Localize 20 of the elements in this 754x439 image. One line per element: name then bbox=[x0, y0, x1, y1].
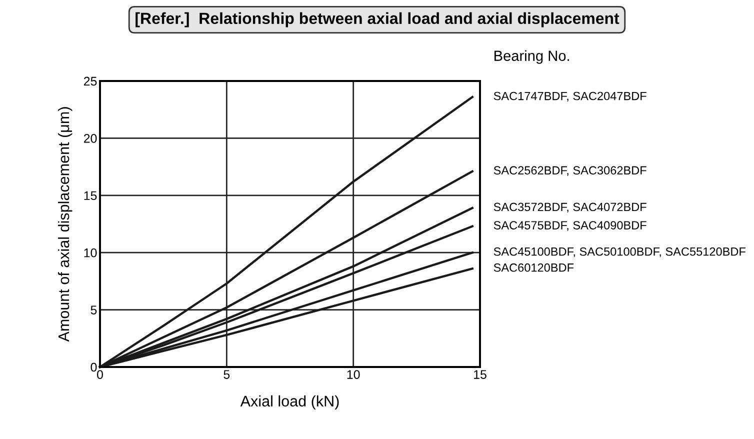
series-label: SAC60120BDF bbox=[494, 263, 574, 272]
series-label: SAC1747BDF, SAC2047BDF bbox=[494, 92, 646, 102]
series-label: SAC2562BDF, SAC3062BDF bbox=[494, 166, 646, 176]
x-axis-title: Axial load (kN) bbox=[240, 395, 339, 410]
y-tick-label: 10 bbox=[84, 248, 97, 258]
y-tick-label: 15 bbox=[84, 191, 97, 200]
y-tick-label: 5 bbox=[90, 306, 97, 314]
x-tick-label: 5 bbox=[224, 370, 230, 379]
y-tick-label: 0 bbox=[90, 362, 97, 372]
series-label: SAC4575BDF, SAC4090BDF bbox=[494, 221, 646, 231]
chart-title: [Refer.] Relationship between axial load and axial displacement bbox=[136, 12, 620, 28]
series-label: SAC3572BDF, SAC4072BDF bbox=[494, 202, 646, 213]
y-tick-label: 25 bbox=[84, 76, 97, 86]
legend-title: Bearing No. bbox=[494, 50, 569, 64]
y-tick-label: 20 bbox=[84, 134, 97, 143]
series-label: SAC45100BDF, SAC50100BDF, SAC55120BDF bbox=[494, 247, 746, 258]
x-tick-label: 15 bbox=[474, 370, 486, 379]
x-tick-label: 10 bbox=[347, 370, 360, 379]
y-axis-title: Amount of axial displacement (μm) bbox=[58, 107, 72, 342]
x-tick-label: 0 bbox=[97, 370, 103, 379]
